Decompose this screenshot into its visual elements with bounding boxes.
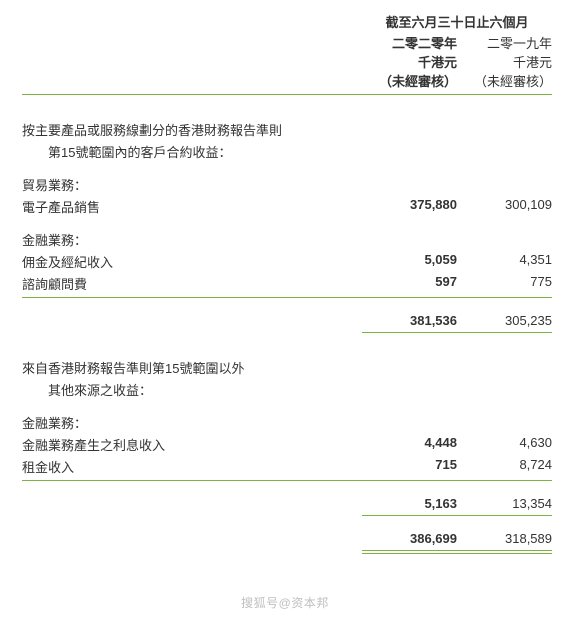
header-units: 千港元 千港元 — [22, 52, 552, 71]
divider-partial — [362, 332, 552, 333]
row-subtotal-2: 5,163 13,354 — [22, 496, 552, 511]
row-commission: 佣金及經紀收入 5,059 4,351 — [22, 252, 552, 271]
row-subtotal-1: 381,536 305,235 — [22, 313, 552, 328]
divider — [22, 94, 552, 95]
val-subtotal2-2: 13,354 — [457, 496, 552, 511]
val-commission-2: 4,351 — [457, 252, 552, 271]
finance-heading-2: 金融業務： — [22, 413, 552, 432]
col1-unit: 千港元 — [362, 52, 457, 71]
row-interest: 金融業務產生之利息收入 4,448 4,630 — [22, 435, 552, 454]
section1-title2: 第15號範圍內的客戶合約收益： — [22, 142, 552, 161]
val-interest-1: 4,448 — [362, 435, 457, 454]
val-electronics-1: 375,880 — [362, 197, 457, 216]
val-total-2: 318,589 — [457, 531, 552, 546]
val-commission-1: 5,059 — [362, 252, 457, 271]
row-electronics: 電子產品銷售 375,880 300,109 — [22, 197, 552, 216]
row-rent: 租金收入 715 8,724 — [22, 457, 552, 476]
finance-heading-1: 金融業務： — [22, 230, 552, 249]
label-electronics: 電子產品銷售 — [22, 197, 362, 216]
section2-title: 來自香港財務報告準則第15號範圍以外 — [22, 358, 552, 377]
val-electronics-2: 300,109 — [457, 197, 552, 216]
watermark: 搜狐号@资本邦 — [241, 594, 329, 611]
header-years: 二零二零年 二零一九年 — [22, 33, 552, 52]
label-interest: 金融業務產生之利息收入 — [22, 435, 362, 454]
col2-audit: （未經審核） — [457, 71, 552, 90]
val-rent-2: 8,724 — [457, 457, 552, 476]
val-subtotal1-1: 381,536 — [362, 313, 457, 328]
divider-double — [362, 550, 552, 554]
col2-year: 二零一九年 — [457, 33, 552, 52]
row-total: 386,699 318,589 — [22, 531, 552, 546]
row-advisory: 諮詢顧問費 597 775 — [22, 274, 552, 293]
val-subtotal2-1: 5,163 — [362, 496, 457, 511]
section2-title2: 其他來源之收益： — [22, 380, 552, 399]
trade-heading: 貿易業務： — [22, 175, 552, 194]
val-interest-2: 4,630 — [457, 435, 552, 454]
val-total-1: 386,699 — [362, 531, 457, 546]
section1-title: 按主要產品或服務線劃分的香港財務報告準則 — [22, 120, 552, 139]
label-advisory: 諮詢顧問費 — [22, 274, 362, 293]
period-title: 截至六月三十日止六個月 — [362, 12, 552, 31]
divider — [22, 297, 552, 298]
divider-partial — [362, 515, 552, 516]
val-rent-1: 715 — [362, 457, 457, 476]
col2-unit: 千港元 — [457, 52, 552, 71]
val-advisory-2: 775 — [457, 274, 552, 293]
col1-year: 二零二零年 — [362, 33, 457, 52]
divider — [22, 480, 552, 481]
header-audit: （未經審核） （未經審核） — [22, 71, 552, 90]
label-commission: 佣金及經紀收入 — [22, 252, 362, 271]
val-subtotal1-2: 305,235 — [457, 313, 552, 328]
col1-audit: （未經審核） — [362, 71, 457, 90]
val-advisory-1: 597 — [362, 274, 457, 293]
label-rent: 租金收入 — [22, 457, 362, 476]
period-header: 截至六月三十日止六個月 — [22, 12, 552, 31]
